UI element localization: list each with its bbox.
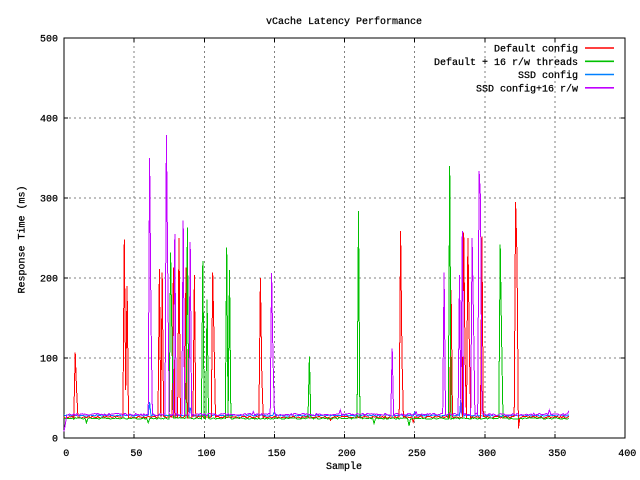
svg-text:400: 400	[40, 115, 58, 126]
svg-text:50: 50	[130, 449, 142, 460]
svg-text:350: 350	[548, 449, 566, 460]
svg-text:Default config: Default config	[494, 44, 578, 56]
svg-text:500: 500	[40, 35, 58, 46]
svg-text:0: 0	[52, 435, 58, 446]
svg-text:SSD config: SSD config	[518, 70, 578, 82]
svg-text:300: 300	[40, 195, 58, 206]
svg-text:150: 150	[268, 449, 286, 460]
svg-text:Response Time (ms): Response Time (ms)	[17, 185, 29, 293]
svg-text:SSD config+16 r/w: SSD config+16 r/w	[476, 83, 578, 95]
svg-text:400: 400	[618, 449, 636, 460]
svg-text:100: 100	[40, 355, 58, 366]
svg-text:200: 200	[338, 449, 356, 460]
svg-text:200: 200	[40, 275, 58, 286]
svg-text:Sample: Sample	[326, 461, 362, 473]
svg-text:Default + 16 r/w threads: Default + 16 r/w threads	[434, 57, 578, 69]
svg-text:100: 100	[198, 449, 216, 460]
svg-text:0: 0	[63, 449, 69, 460]
svg-text:300: 300	[478, 449, 496, 460]
svg-text:250: 250	[408, 449, 426, 460]
svg-text:vCache Latency Performance: vCache Latency Performance	[266, 16, 422, 28]
